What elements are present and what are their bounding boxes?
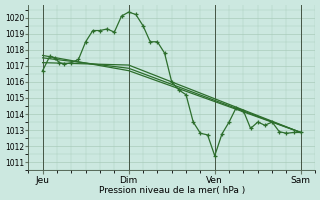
X-axis label: Pression niveau de la mer( hPa ): Pression niveau de la mer( hPa )	[99, 186, 245, 195]
